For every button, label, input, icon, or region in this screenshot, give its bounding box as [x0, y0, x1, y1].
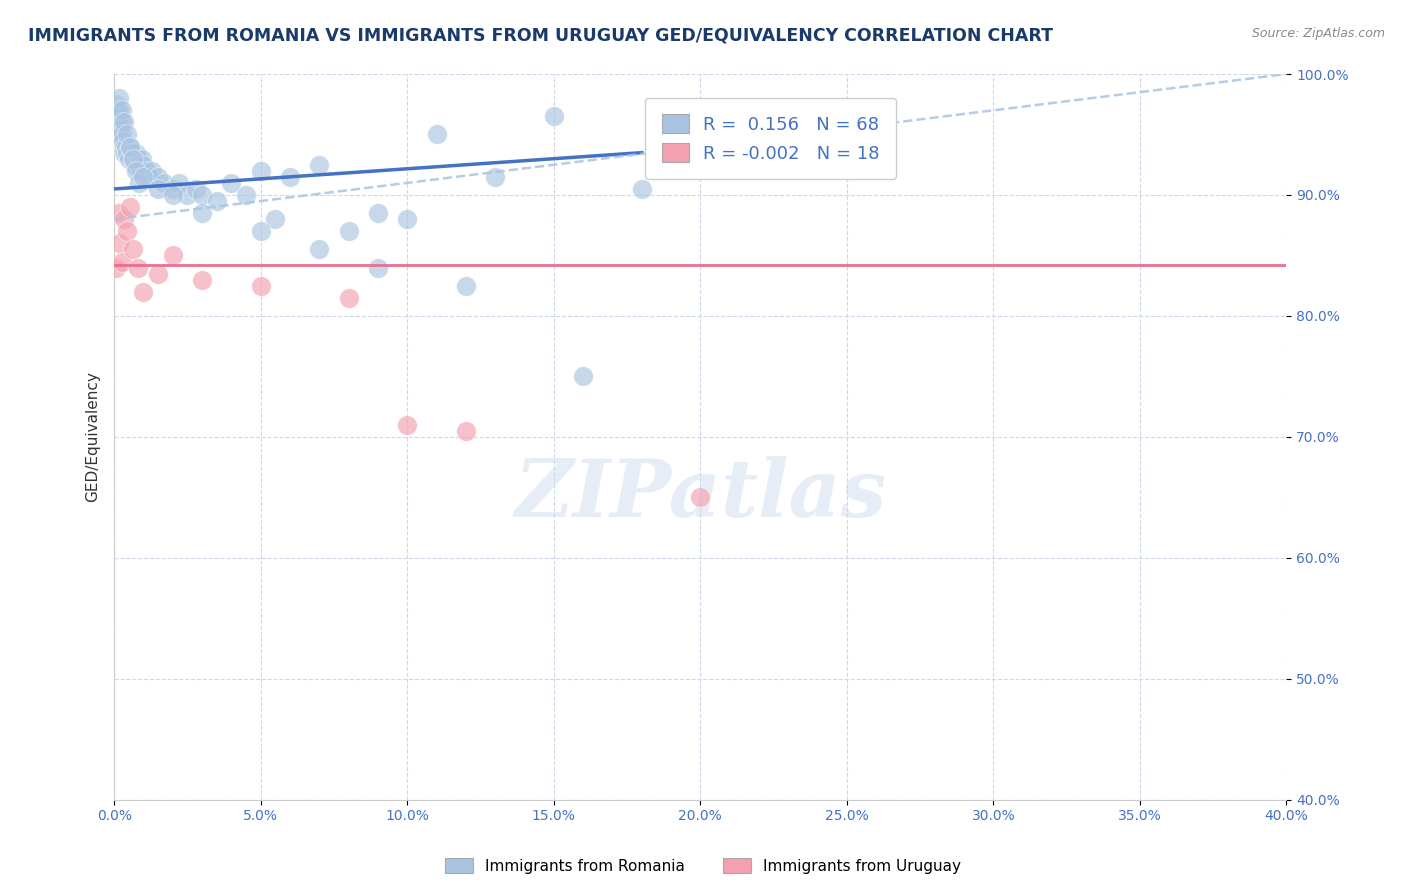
Point — [235, 188, 257, 202]
Point — [167, 176, 190, 190]
Point — [118, 152, 141, 166]
Point — [141, 163, 163, 178]
Point — [122, 152, 145, 166]
Point — [117, 145, 139, 160]
Point — [630, 182, 652, 196]
Point — [249, 278, 271, 293]
Point — [117, 128, 139, 142]
Point — [108, 128, 131, 142]
Point — [110, 134, 132, 148]
Point — [278, 169, 301, 184]
Point — [191, 206, 214, 220]
Point — [191, 188, 214, 202]
Point — [127, 152, 149, 166]
Point — [120, 139, 142, 153]
Point — [128, 176, 150, 190]
Point — [572, 369, 595, 384]
Point — [146, 169, 169, 184]
Text: IMMIGRANTS FROM ROMANIA VS IMMIGRANTS FROM URUGUAY GED/EQUIVALENCY CORRELATION C: IMMIGRANTS FROM ROMANIA VS IMMIGRANTS FR… — [28, 27, 1053, 45]
Legend: Immigrants from Romania, Immigrants from Uruguay: Immigrants from Romania, Immigrants from… — [439, 852, 967, 880]
Point — [125, 145, 148, 160]
Point — [132, 285, 155, 299]
Point — [146, 267, 169, 281]
Point — [107, 91, 129, 105]
Point — [689, 152, 711, 166]
Y-axis label: GED/Equivalency: GED/Equivalency — [86, 371, 100, 502]
Point — [120, 200, 142, 214]
Point — [249, 163, 271, 178]
Point — [111, 128, 134, 142]
Point — [127, 260, 149, 275]
Point — [186, 182, 208, 196]
Point — [107, 206, 129, 220]
Point — [484, 169, 506, 184]
Point — [105, 103, 128, 118]
Point — [115, 139, 138, 153]
Point — [454, 424, 477, 438]
Point — [396, 417, 419, 432]
Point — [146, 182, 169, 196]
Point — [249, 224, 271, 238]
Point — [337, 224, 360, 238]
Point — [132, 169, 155, 184]
Point — [162, 248, 184, 262]
Point — [122, 152, 145, 166]
Point — [107, 121, 129, 136]
Point — [110, 103, 132, 118]
Point — [132, 158, 155, 172]
Point — [367, 206, 389, 220]
Point — [108, 103, 131, 118]
Point — [122, 243, 145, 257]
Point — [107, 115, 129, 129]
Point — [114, 115, 136, 129]
Point — [264, 212, 287, 227]
Point — [337, 291, 360, 305]
Point — [110, 115, 132, 129]
Point — [114, 145, 136, 160]
Point — [121, 145, 143, 160]
Point — [135, 163, 157, 178]
Point — [128, 158, 150, 172]
Point — [162, 182, 184, 196]
Point — [308, 243, 330, 257]
Point — [689, 491, 711, 505]
Point — [104, 260, 127, 275]
Point — [114, 212, 136, 227]
Point — [454, 278, 477, 293]
Point — [367, 260, 389, 275]
Point — [117, 224, 139, 238]
Text: Source: ZipAtlas.com: Source: ZipAtlas.com — [1251, 27, 1385, 40]
Point — [176, 188, 198, 202]
Point — [131, 152, 153, 166]
Point — [112, 139, 135, 153]
Point — [308, 158, 330, 172]
Point — [221, 176, 243, 190]
Point — [162, 188, 184, 202]
Text: ZIPatlas: ZIPatlas — [515, 456, 886, 533]
Point — [111, 134, 134, 148]
Point — [110, 254, 132, 268]
Point — [205, 194, 228, 208]
Point — [138, 169, 160, 184]
Point — [426, 128, 449, 142]
Point — [396, 212, 419, 227]
Point — [104, 97, 127, 112]
Point — [108, 236, 131, 251]
Point — [124, 158, 146, 172]
Point — [153, 176, 176, 190]
Point — [543, 109, 565, 123]
Point — [105, 109, 128, 123]
Point — [191, 273, 214, 287]
Legend: R =  0.156   N = 68, R = -0.002   N = 18: R = 0.156 N = 68, R = -0.002 N = 18 — [645, 97, 896, 179]
Point — [125, 163, 148, 178]
Point — [120, 139, 142, 153]
Point — [129, 163, 152, 178]
